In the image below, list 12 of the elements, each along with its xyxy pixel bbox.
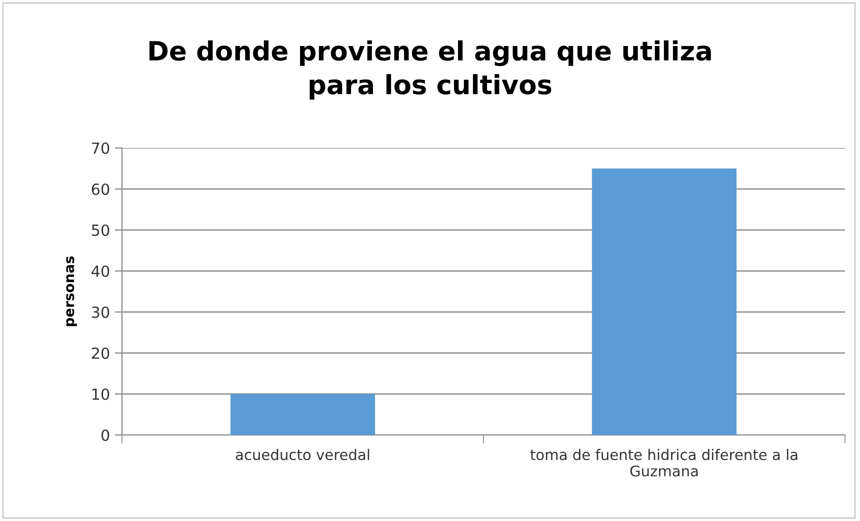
y-tick-label: 30 <box>92 306 110 318</box>
x-tick-label: acueducto veredal <box>236 448 370 460</box>
y-tick-label: 0 <box>101 429 110 442</box>
y-tick-label: 40 <box>92 265 110 278</box>
y-tick-label: 60 <box>92 183 110 196</box>
y-tick-label: 20 <box>92 347 110 360</box>
y-tick-label: 70 <box>92 142 110 154</box>
chart-title: De donde proviene el agua que utiliza para los cultivos <box>149 40 711 100</box>
y-tick-label: 50 <box>92 224 110 236</box>
y-tick-label: 10 <box>92 388 110 400</box>
y-axis-title: personas <box>66 256 77 326</box>
x-tick-label: toma de fuente hidrica diferente a la Guzmana <box>530 448 798 477</box>
